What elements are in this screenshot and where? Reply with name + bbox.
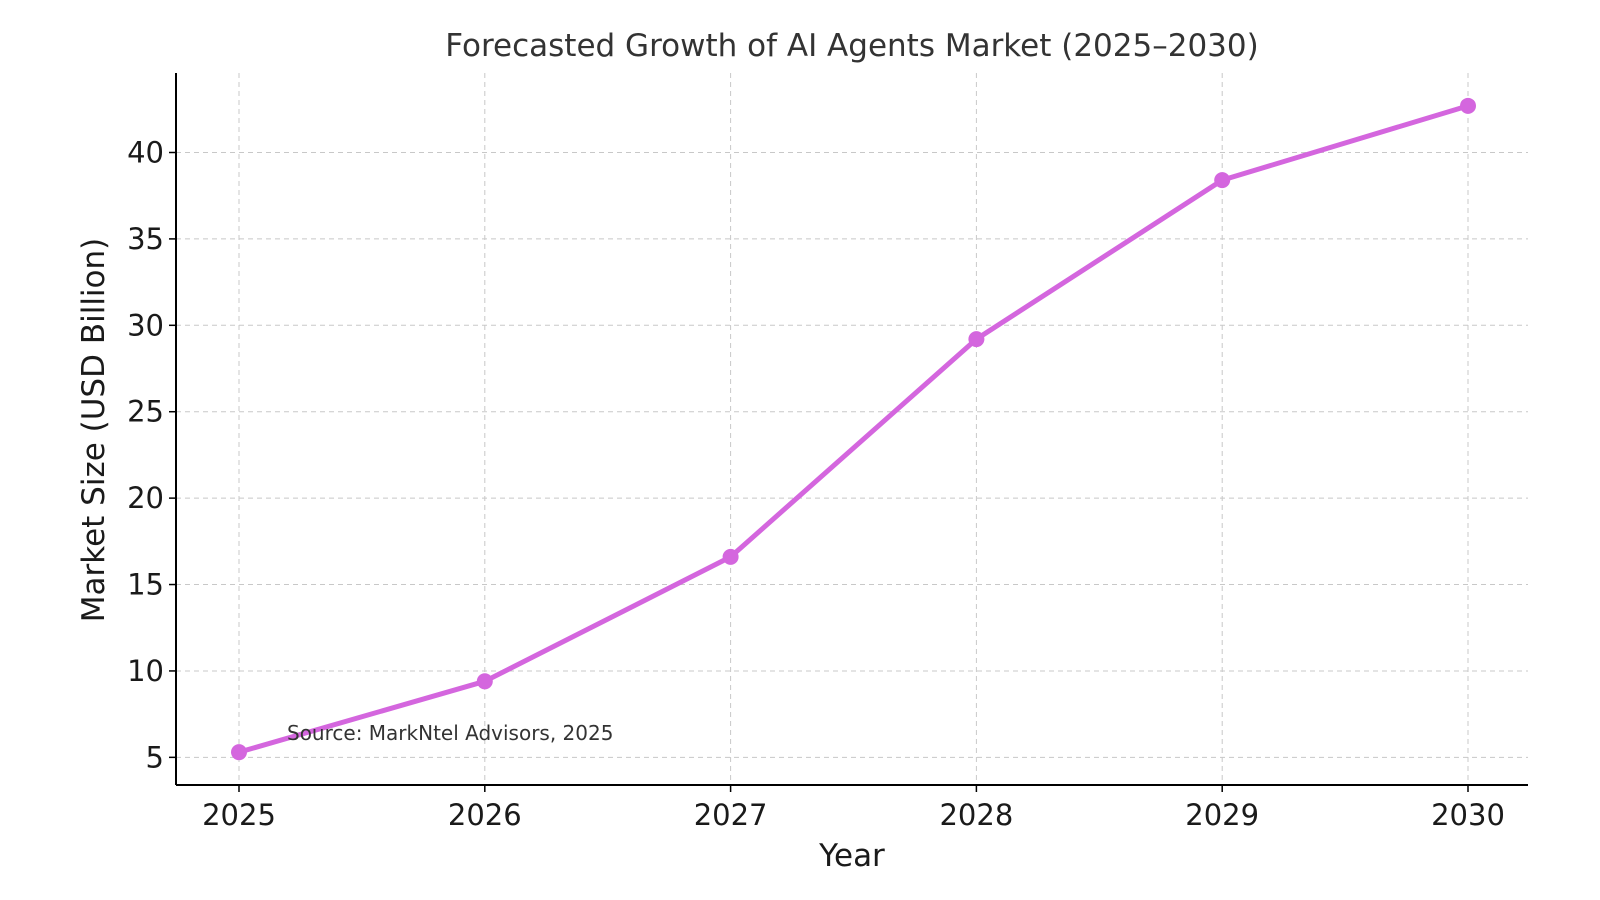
data-point-2030 [1460, 97, 1476, 114]
x-tick-label: 2029 [1185, 798, 1259, 832]
x-tick-label: 2026 [448, 798, 522, 832]
x-axis-label: Year [818, 838, 885, 874]
x-tick-label: 2028 [939, 798, 1013, 832]
series-layer [231, 97, 1476, 761]
data-point-2025 [231, 744, 247, 761]
x-tick-label: 2025 [202, 798, 276, 832]
axes-layer [175, 73, 1528, 786]
source-annotation: Source: MarkNtel Advisors, 2025 [287, 721, 613, 745]
data-point-2027 [722, 548, 739, 565]
chart-title: Forecasted Growth of AI Agents Market (2… [445, 28, 1258, 64]
x-tick-label: 2030 [1431, 798, 1505, 832]
y-tick-label: 20 [127, 481, 164, 515]
y-tick-label: 35 [127, 222, 164, 256]
data-point-2029 [1214, 172, 1231, 189]
y-axis-label: Market Size (USD Billion) [76, 238, 112, 623]
data-point-2026 [476, 673, 493, 690]
y-tick-label: 5 [146, 740, 164, 774]
grid-layer [176, 73, 1528, 785]
y-tick-label: 40 [127, 135, 164, 169]
y-tick-label: 10 [127, 654, 164, 688]
y-tick-label: 30 [127, 308, 164, 342]
series-line [236, 103, 1471, 755]
y-tick-label: 25 [127, 395, 164, 429]
data-point-2028 [968, 331, 985, 348]
x-tick-label: 2027 [694, 798, 768, 832]
y-tick-label: 15 [127, 568, 164, 602]
